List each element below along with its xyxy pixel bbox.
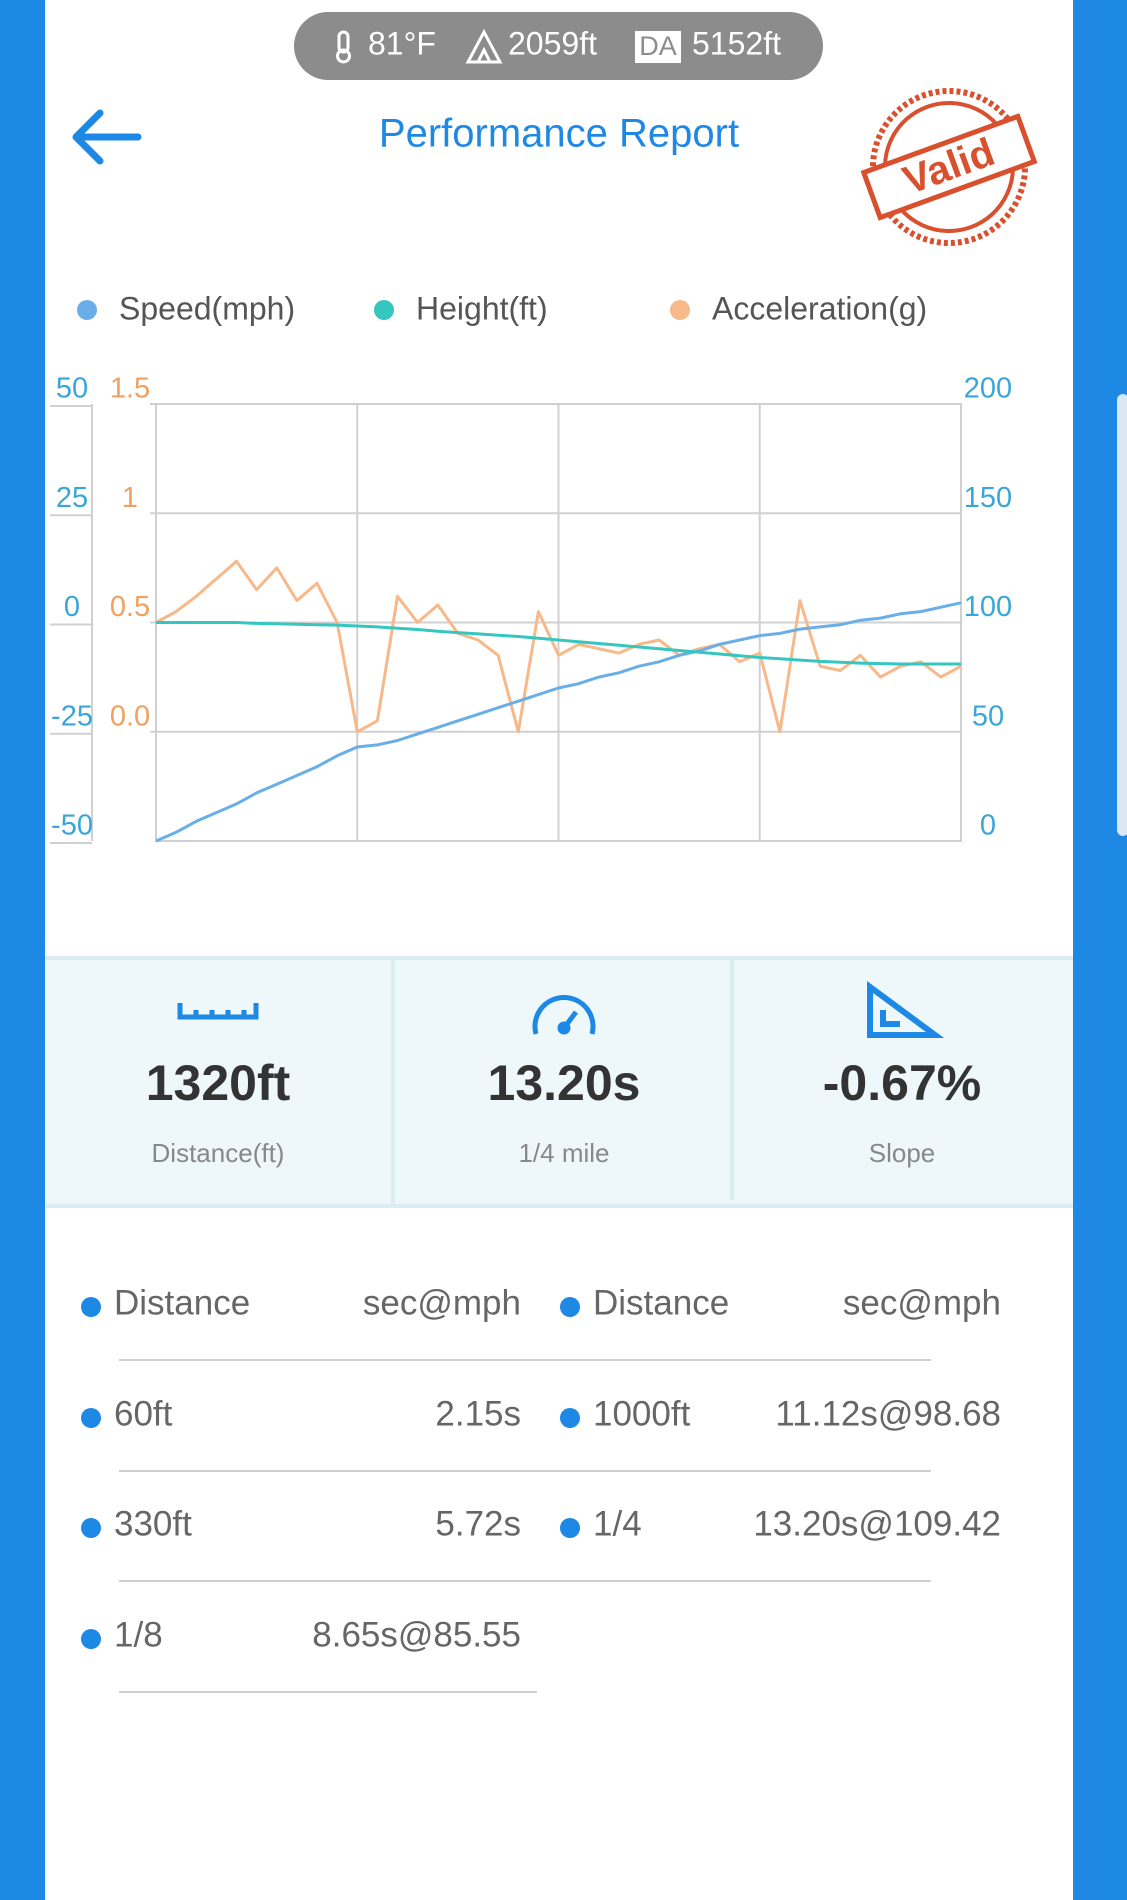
- y-tick-label: 50: [56, 373, 88, 405]
- valid-stamp: Valid: [860, 88, 1038, 246]
- split-name: 330ft: [114, 1504, 192, 1543]
- thermometer-icon: [336, 30, 351, 64]
- split-value: sec@mph: [363, 1283, 521, 1322]
- legend-label: Height(ft): [416, 290, 548, 326]
- stats: 1320ft Distance(ft) 13.20s 1/4 mile -0.67% Sl…: [146, 1055, 981, 1168]
- split-name: Distance: [114, 1283, 250, 1322]
- density-altitude: 5152ft: [692, 25, 781, 61]
- split-value: sec@mph: [843, 1283, 1001, 1322]
- split-value: 11.12s@98.68: [775, 1394, 1001, 1433]
- bullet: [81, 1297, 101, 1317]
- legend-marker: [77, 300, 97, 320]
- split-table: Distance sec@mph Distance sec@mph 60ft 2.15s 1…: [81, 1283, 1001, 1693]
- bullet: [81, 1518, 101, 1538]
- y2-tick-label: 50: [972, 700, 1004, 732]
- y3-tick-label: 1.5: [110, 373, 150, 405]
- split-value: 5.72s: [435, 1504, 521, 1543]
- split-value: 13.20s@109.42: [753, 1504, 1001, 1543]
- split-value: 8.65s@85.55: [312, 1615, 521, 1654]
- stat-value: 13.20s: [488, 1055, 641, 1111]
- y2-tick-label: 0: [980, 810, 996, 842]
- scrollbar: [1117, 394, 1127, 836]
- split-name: 60ft: [114, 1394, 173, 1433]
- card: [45, 0, 1073, 1900]
- y3-tick-label: 0.5: [110, 591, 150, 623]
- split-name: 1/8: [114, 1615, 163, 1654]
- legend-label: Acceleration(g): [712, 290, 927, 326]
- da-badge-text: DA: [639, 31, 677, 61]
- series-line: [155, 559, 962, 734]
- split-value: 2.15s: [435, 1394, 521, 1433]
- stat-label: Slope: [869, 1138, 936, 1168]
- y3-tick-label: 1: [122, 482, 138, 514]
- legend-label: Speed(mph): [119, 290, 295, 326]
- y2-tick-label: 100: [964, 591, 1012, 623]
- y-tick-label: 0: [64, 591, 80, 623]
- split-name: 1/4: [593, 1504, 642, 1543]
- split-name: Distance: [593, 1283, 729, 1322]
- bullet: [81, 1408, 101, 1428]
- legend-marker: [374, 300, 394, 320]
- series-line: [155, 601, 962, 843]
- y-tick-label: -50: [51, 810, 93, 842]
- y2-tick-label: 200: [964, 373, 1012, 405]
- ruler-icon: [177, 1003, 259, 1020]
- split-name: 1000ft: [593, 1394, 691, 1433]
- altitude: 2059ft: [508, 25, 597, 61]
- speedometer-icon: [532, 994, 596, 1035]
- bullet: [560, 1518, 580, 1538]
- legend-marker: [670, 300, 690, 320]
- y-tick-label: -25: [51, 700, 93, 732]
- stat-value: -0.67%: [823, 1055, 981, 1111]
- conditions-pill: [294, 12, 823, 80]
- da-badge: [635, 31, 681, 63]
- temperature: 81°F: [368, 25, 436, 61]
- y3-tick-label: 0.0: [110, 700, 150, 732]
- y-tick-label: 25: [56, 482, 88, 514]
- altitude-icon: [465, 28, 503, 64]
- series-line: [156, 621, 961, 666]
- bullet: [560, 1297, 580, 1317]
- chart: Speed(mph) Height(ft) Acceleration(g)05010…: [50, 290, 1012, 844]
- back-button[interactable]: [72, 109, 142, 165]
- bullet: [560, 1408, 580, 1428]
- page-title: Performance Report: [379, 112, 739, 156]
- stat-label: Distance(ft): [152, 1138, 285, 1168]
- y2-tick-label: 150: [964, 482, 1012, 514]
- bullet: [81, 1629, 101, 1649]
- stat-value: 1320ft: [146, 1055, 291, 1111]
- slope-icon: [867, 981, 945, 1038]
- stat-label: 1/4 mile: [518, 1138, 609, 1168]
